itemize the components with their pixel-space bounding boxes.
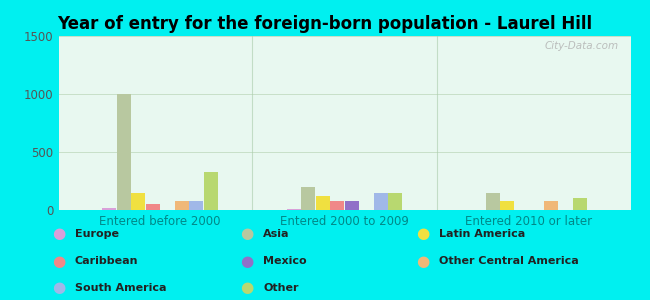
Bar (389, 193, 402, 210)
Bar (345, 201, 359, 210)
Text: ●: ● (52, 280, 65, 296)
Text: ●: ● (416, 226, 429, 242)
Text: Other Central America: Other Central America (439, 256, 578, 266)
Bar (117, 94, 131, 210)
Text: South America: South America (75, 283, 166, 293)
Text: Europe: Europe (75, 229, 119, 239)
Bar (204, 172, 218, 210)
Bar (500, 201, 514, 210)
Text: Caribbean: Caribbean (75, 256, 138, 266)
Bar (316, 196, 330, 210)
Text: ●: ● (52, 226, 65, 242)
Bar (189, 201, 203, 210)
Text: ●: ● (240, 254, 254, 268)
Bar (175, 201, 188, 210)
Bar (301, 187, 315, 210)
Bar (131, 193, 145, 210)
Bar (573, 198, 587, 210)
Text: ●: ● (240, 280, 254, 296)
Text: ●: ● (240, 226, 254, 242)
Text: Mexico: Mexico (263, 256, 307, 266)
Text: Year of entry for the foreign-born population - Laurel Hill: Year of entry for the foreign-born popul… (57, 15, 593, 33)
Text: Latin America: Latin America (439, 229, 525, 239)
Text: Other: Other (263, 283, 299, 293)
Text: ●: ● (52, 254, 65, 268)
Bar (330, 201, 344, 210)
Bar (287, 209, 300, 210)
Bar (146, 204, 160, 210)
Bar (544, 201, 558, 210)
Bar (374, 193, 388, 210)
Text: ●: ● (416, 254, 429, 268)
Text: City-Data.com: City-Data.com (545, 41, 619, 51)
Bar (102, 208, 116, 210)
Text: Asia: Asia (263, 229, 290, 239)
Bar (486, 193, 500, 210)
